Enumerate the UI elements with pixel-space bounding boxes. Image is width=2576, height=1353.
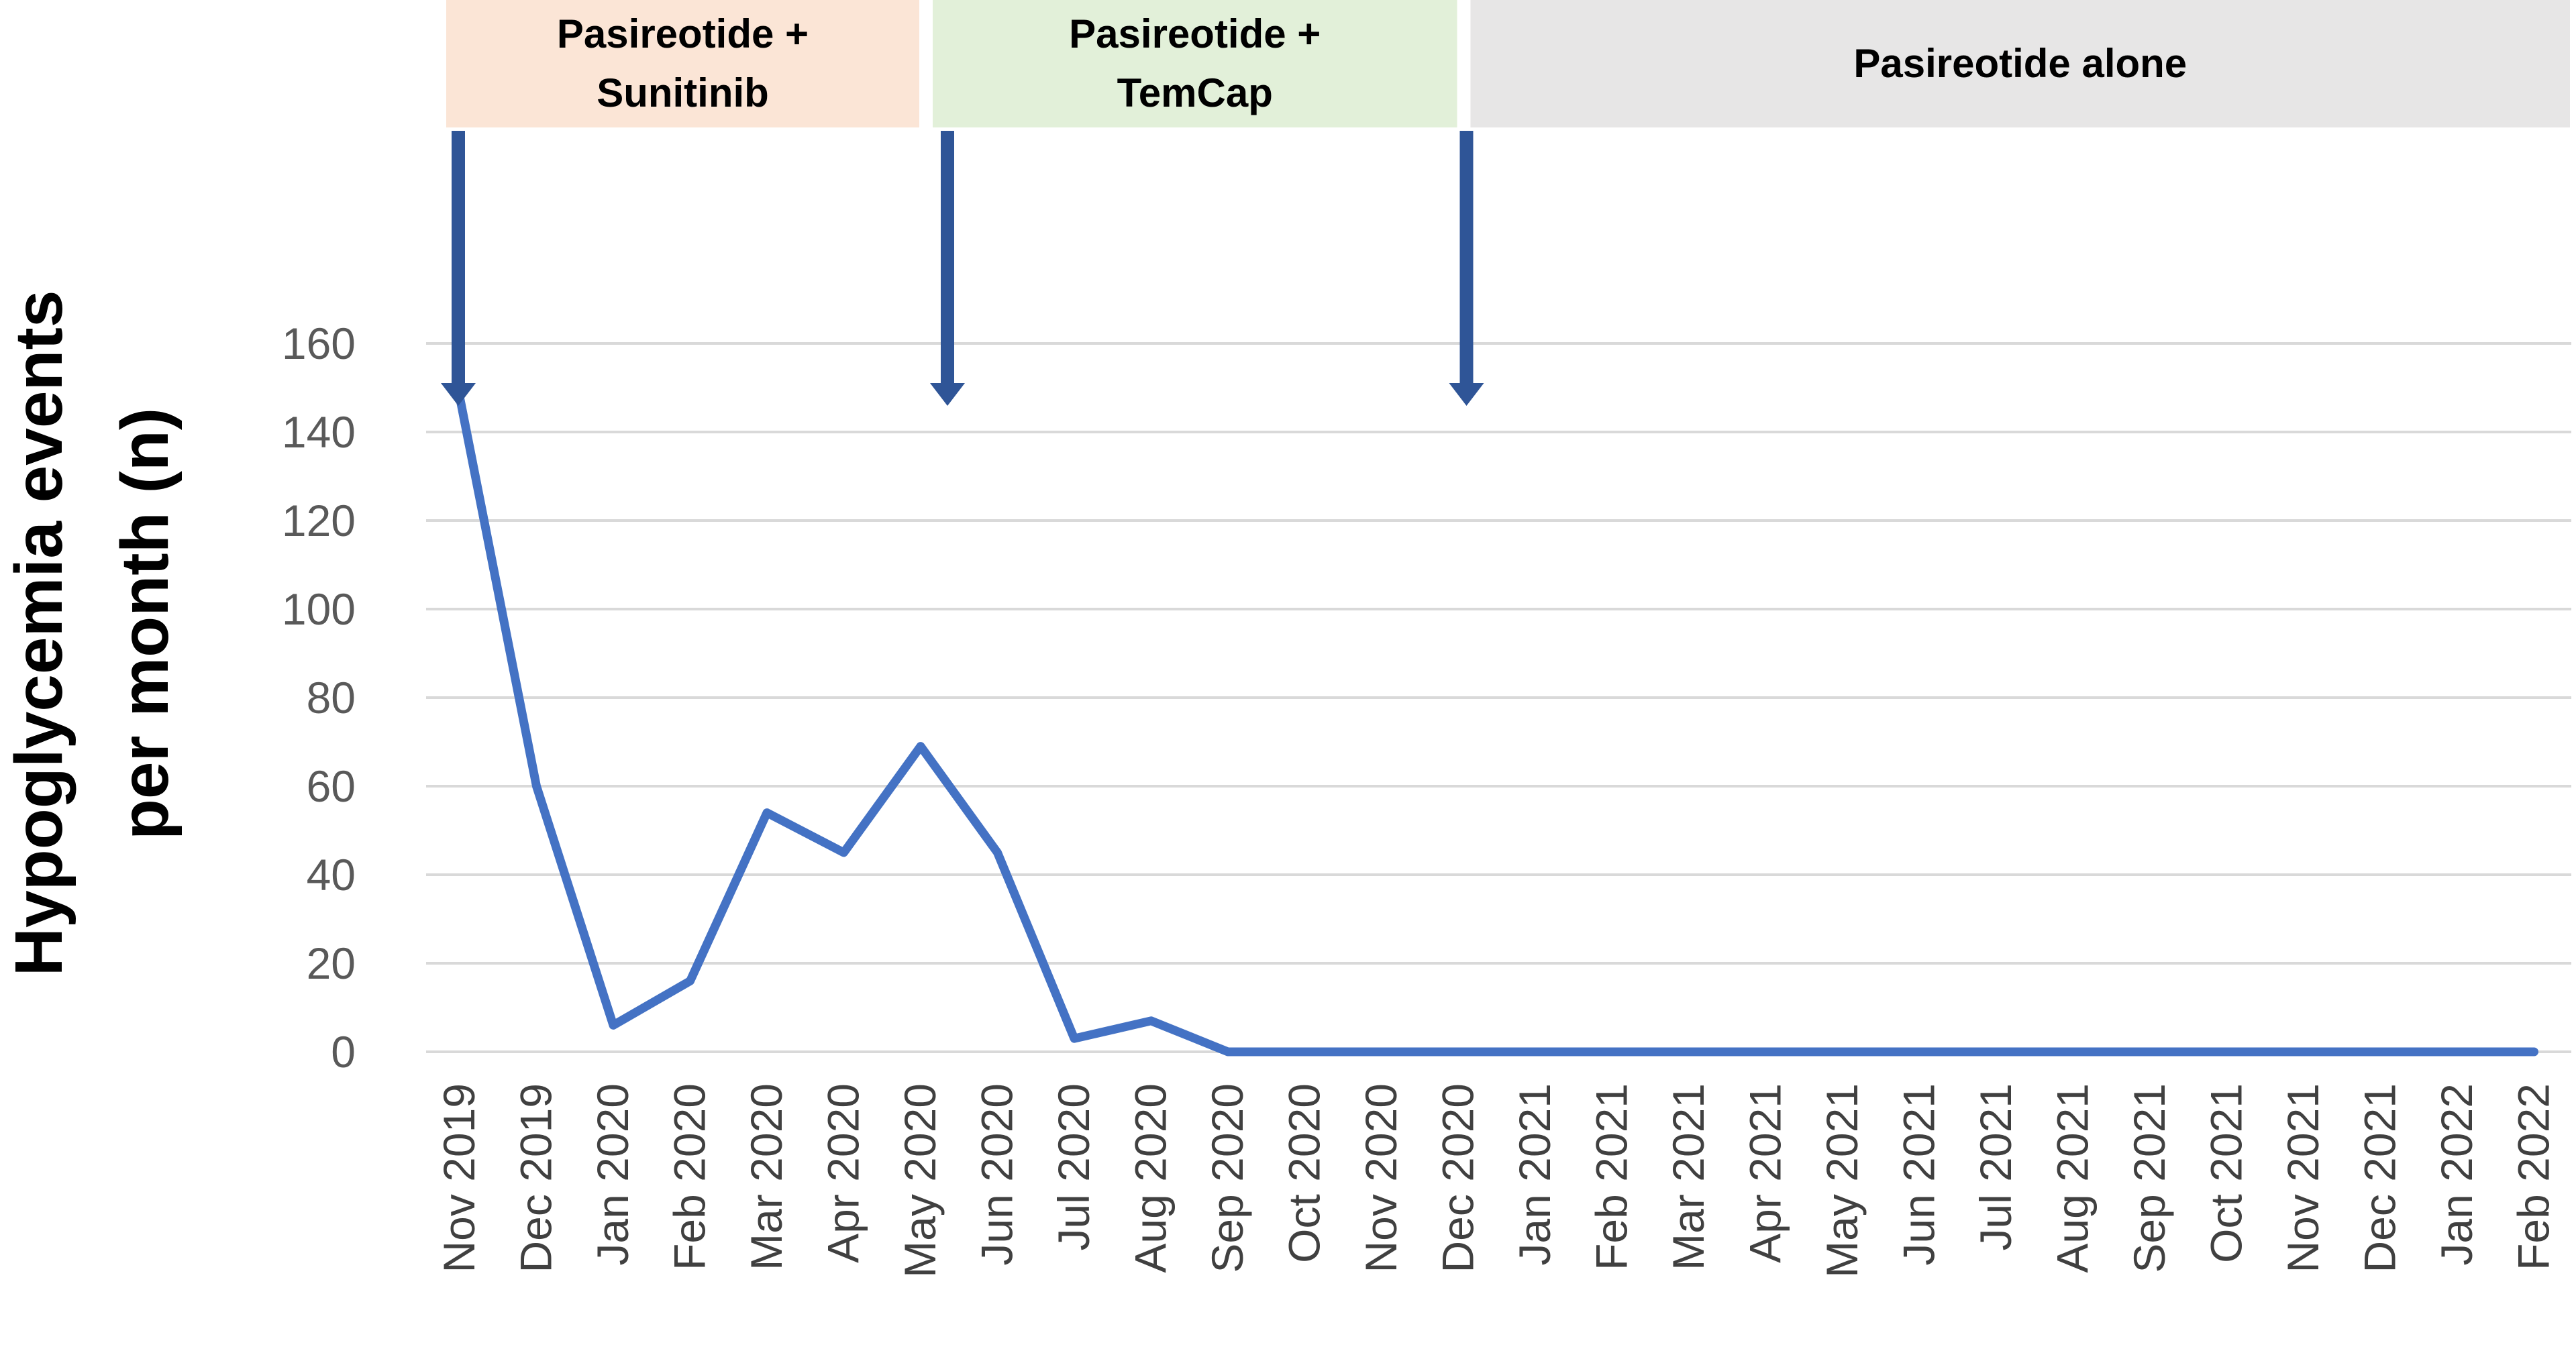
x-tick-feb-2020: Feb 2020: [665, 1083, 715, 1270]
x-tick-apr-2020: Apr 2020: [819, 1083, 868, 1263]
x-tick-dec-2021: Dec 2021: [2355, 1083, 2405, 1273]
x-tick-dec-2020: Dec 2020: [1433, 1083, 1483, 1273]
phase-label-2-line-1: Pasireotide +: [1069, 11, 1321, 56]
phase-label-3-line-1: Pasireotide alone: [1853, 41, 2187, 86]
x-tick-jan-2020: Jan 2020: [588, 1083, 637, 1266]
x-tick-mar-2020: Mar 2020: [741, 1083, 791, 1270]
arrow-head-1: [441, 383, 476, 406]
series-line-hypoglycemia: [455, 392, 2538, 1057]
x-tick-aug-2021: Aug 2021: [2048, 1083, 2098, 1273]
x-tick-may-2021: May 2021: [1817, 1083, 1867, 1278]
treatment-phase-bands: Pasireotide + Sunitinib Pasireotide + TemCa…: [446, 0, 2570, 127]
arrow-shaft-2: [941, 131, 954, 386]
x-tick-dec-2019: Dec 2019: [511, 1083, 561, 1273]
series-line: [455, 392, 2538, 1057]
phase-band-3: [1470, 0, 2570, 127]
y-axis-ticks: 0 20 40 60 80 100 120 140 160: [282, 319, 356, 1077]
x-tick-apr-2021: Apr 2021: [1741, 1083, 1790, 1263]
x-tick-oct-2021: Oct 2021: [2202, 1083, 2251, 1263]
x-tick-may-2020: May 2020: [895, 1083, 945, 1278]
x-axis-ticks: Nov 2019 Dec 2019 Jan 2020 Feb 2020 Mar 2020…: [434, 1083, 2559, 1278]
y-tick-100: 100: [282, 584, 356, 634]
x-tick-sep-2020: Sep 2020: [1202, 1083, 1252, 1273]
x-tick-jun-2020: Jun 2020: [972, 1083, 1022, 1266]
x-tick-sep-2021: Sep 2021: [2124, 1083, 2174, 1273]
y-axis-title-line-1: Hypoglycemia events: [1, 290, 76, 977]
phase-start-arrows: [441, 131, 1484, 406]
y-axis-title: Hypoglycemia events per month (n): [1, 272, 183, 976]
x-tick-aug-2020: Aug 2020: [1126, 1083, 1176, 1273]
x-tick-jul-2021: Jul 2021: [1971, 1083, 2020, 1251]
x-tick-jan-2022: Jan 2022: [2432, 1083, 2481, 1266]
x-tick-oct-2020: Oct 2020: [1280, 1083, 1329, 1263]
arrow-head-3: [1449, 383, 1484, 406]
x-tick-feb-2022: Feb 2022: [2509, 1083, 2559, 1270]
x-tick-jul-2020: Jul 2020: [1049, 1083, 1098, 1251]
y-tick-40: 40: [307, 850, 356, 900]
arrow-shaft-3: [1459, 131, 1474, 386]
arrow-head-2: [930, 383, 965, 406]
y-tick-20: 20: [307, 938, 356, 988]
phase-label-2-line-2: TemCap: [1117, 70, 1273, 115]
y-tick-140: 140: [282, 407, 356, 457]
y-axis-title-line-2: per month (n): [107, 408, 183, 840]
phase-label-1-line-2: Sunitinib: [597, 70, 769, 115]
y-tick-0: 0: [331, 1027, 356, 1077]
x-tick-feb-2021: Feb 2021: [1587, 1083, 1637, 1270]
y-tick-160: 160: [282, 319, 356, 368]
y-gridlines: [426, 342, 2571, 1053]
phase-band-1: [446, 0, 919, 127]
x-tick-jun-2021: Jun 2021: [1894, 1083, 1944, 1266]
phase-label-1-line-1: Pasireotide +: [557, 11, 809, 56]
phase-band-2: [933, 0, 1457, 127]
y-tick-80: 80: [307, 673, 356, 722]
x-tick-nov-2019: Nov 2019: [434, 1083, 484, 1273]
y-tick-120: 120: [282, 496, 356, 545]
x-tick-nov-2021: Nov 2021: [2278, 1083, 2328, 1273]
y-tick-60: 60: [307, 761, 356, 811]
arrow-shaft-1: [452, 131, 465, 386]
x-tick-jan-2021: Jan 2021: [1510, 1083, 1559, 1266]
x-tick-nov-2020: Nov 2020: [1356, 1083, 1406, 1273]
x-tick-mar-2021: Mar 2021: [1663, 1083, 1713, 1270]
